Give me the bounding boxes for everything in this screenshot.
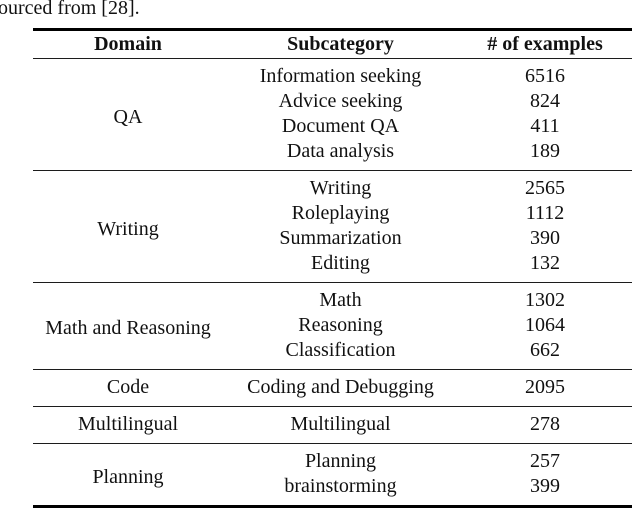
section-math-and-reasoning: Math and Reasoning Math 1302 Reasoning 1… (33, 283, 632, 370)
count-cell: 278 (530, 413, 560, 435)
subcategory-cell: Data analysis (286, 140, 395, 162)
count-cell: 411 (530, 115, 560, 137)
table-row: Writing Writing 2565 (33, 171, 632, 240)
table-row: Code Coding and Debugging 2095 (33, 370, 632, 407)
count-cell: 1112 (525, 202, 565, 224)
table-row: brainstorming 399 (33, 474, 632, 507)
subcategory-cell: brainstorming (284, 475, 397, 497)
domain-subcategory-table: Domain Subcategory # of examples QA Info… (33, 28, 632, 508)
subcategory-cell: Math (319, 289, 362, 311)
count-cell: 399 (530, 475, 560, 497)
section-qa: QA Information seeking 6516 Advice seeki… (33, 59, 632, 171)
table-row: Reasoning 1064 (33, 313, 632, 338)
subcategory-cell: Advice seeking (278, 90, 403, 112)
subcategory-cell: Roleplaying (291, 202, 390, 224)
subcategory-cell: Summarization (279, 227, 402, 249)
count-cell: 824 (530, 90, 560, 112)
subcategory-cell: Editing (311, 252, 370, 274)
subcategory-cell: Reasoning (298, 314, 383, 336)
column-header-num-examples: # of examples (487, 33, 603, 55)
subcategory-cell: Writing (309, 177, 372, 199)
subcategory-cell: Classification (285, 339, 396, 361)
subcategory-cell: Information seeking (259, 65, 422, 87)
section-multilingual: Multilingual Multilingual 278 (33, 407, 632, 444)
table-caption-fragment: ourced from [28]. (0, 0, 140, 19)
table-row: QA Information seeking 6516 (33, 59, 632, 128)
domain-cell: Code (106, 376, 150, 398)
subcategory-cell: Planning (304, 450, 377, 472)
table-row: Editing 132 (33, 251, 632, 283)
subcategory-cell: Multilingual (290, 413, 391, 435)
count-cell: 132 (530, 252, 560, 274)
subcategory-cell: Coding and Debugging (247, 376, 434, 398)
table-row: Classification 662 (33, 338, 632, 370)
column-header-subcategory: Subcategory (287, 33, 394, 55)
count-cell: 6516 (525, 65, 565, 87)
domain-cell: Writing (97, 217, 159, 240)
table-row: Summarization 390 (33, 226, 632, 251)
table-row: Document QA 411 (33, 114, 632, 139)
domain-cell: Multilingual (78, 413, 178, 435)
count-cell: 390 (530, 227, 560, 249)
table-row: Data analysis 189 (33, 139, 632, 171)
count-cell: 2095 (525, 376, 565, 398)
subcategory-cell: Document QA (281, 115, 400, 137)
section-code: Code Coding and Debugging 2095 (33, 370, 632, 407)
table-row: Math and Reasoning Math 1302 (33, 283, 632, 339)
section-writing: Writing Writing 2565 Roleplaying 1112 Su… (33, 171, 632, 283)
column-header-domain: Domain (94, 33, 162, 55)
count-cell: 257 (530, 450, 560, 472)
table-row: Multilingual Multilingual 278 (33, 407, 632, 444)
count-cell: 1302 (525, 289, 565, 311)
table-row: Roleplaying 1112 (33, 201, 632, 226)
count-cell: 1064 (525, 314, 565, 336)
domain-cell: Math and Reasoning (45, 317, 211, 339)
table-header-row: Domain Subcategory # of examples (33, 29, 632, 59)
count-cell: 2565 (525, 177, 565, 199)
section-planning: Planning Planning 257 brainstorming 399 (33, 444, 632, 507)
count-cell: 189 (530, 140, 560, 162)
table-row: Planning Planning 257 (33, 444, 632, 488)
table-row: Advice seeking 824 (33, 89, 632, 114)
domain-cell: Planning (92, 465, 164, 488)
count-cell: 662 (530, 339, 560, 361)
domain-cell: QA (113, 105, 143, 128)
